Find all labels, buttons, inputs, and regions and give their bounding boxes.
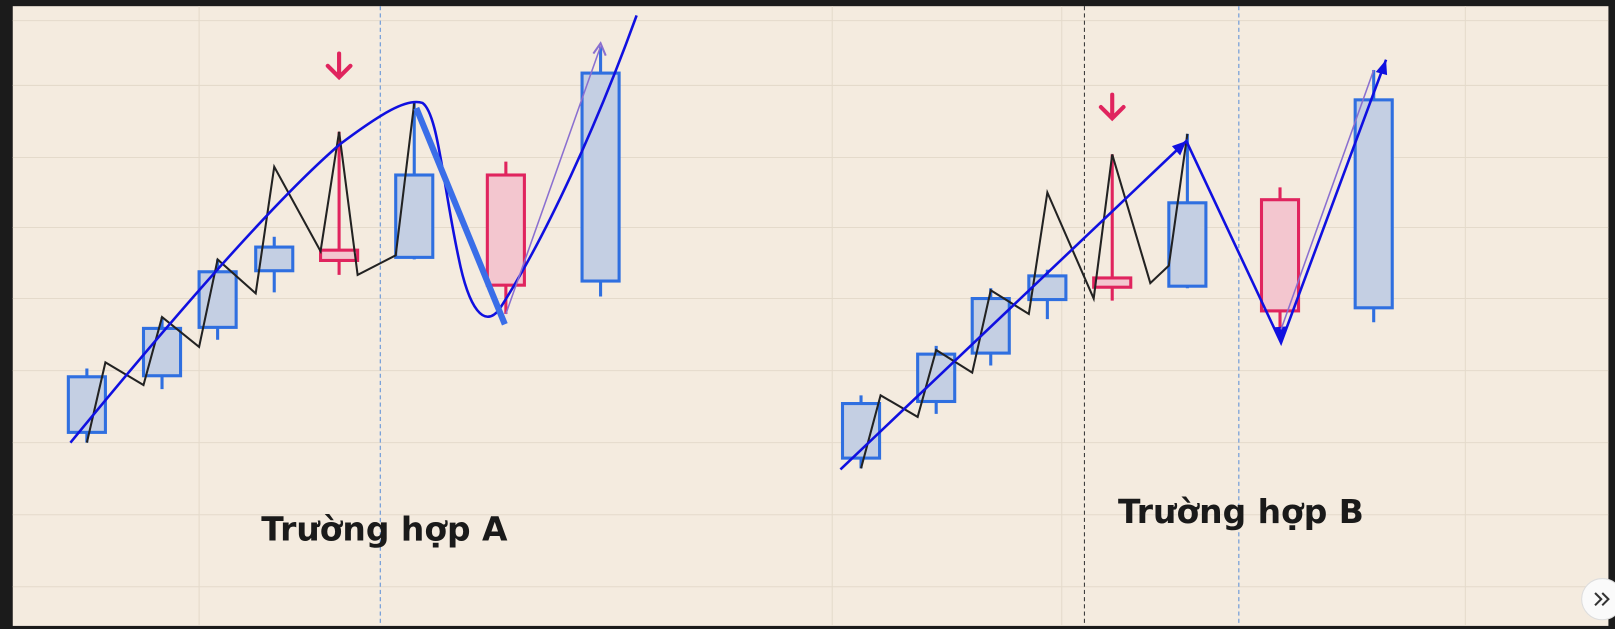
chevron-icon bbox=[1594, 592, 1610, 607]
candle-body bbox=[1353, 98, 1394, 310]
background bbox=[12, 6, 1609, 626]
price-zigzag bbox=[85, 102, 416, 443]
arrow-head bbox=[592, 41, 607, 56]
caption: Trường hợp B bbox=[1118, 492, 1364, 531]
scroll-button[interactable] bbox=[1581, 578, 1615, 621]
trend-curve bbox=[69, 15, 638, 444]
rise-line bbox=[505, 46, 602, 315]
candles bbox=[66, 46, 1394, 469]
rise-line bbox=[1280, 69, 1375, 330]
candle-body bbox=[254, 245, 295, 273]
signal-arrow bbox=[325, 51, 353, 81]
candle-body bbox=[1259, 198, 1301, 313]
candle-body bbox=[1167, 201, 1208, 288]
candle-body bbox=[485, 173, 526, 287]
candle-body bbox=[141, 326, 183, 378]
trend-arrows bbox=[839, 59, 1388, 471]
price-zigzag bbox=[860, 133, 1189, 469]
drop-line bbox=[413, 106, 508, 326]
caption: Trường hợp A bbox=[261, 509, 508, 548]
candle-body bbox=[319, 248, 360, 262]
signal-arrow bbox=[1098, 92, 1126, 122]
candle-body bbox=[394, 173, 435, 259]
candle-body bbox=[580, 71, 621, 283]
candle-body bbox=[1092, 276, 1133, 289]
